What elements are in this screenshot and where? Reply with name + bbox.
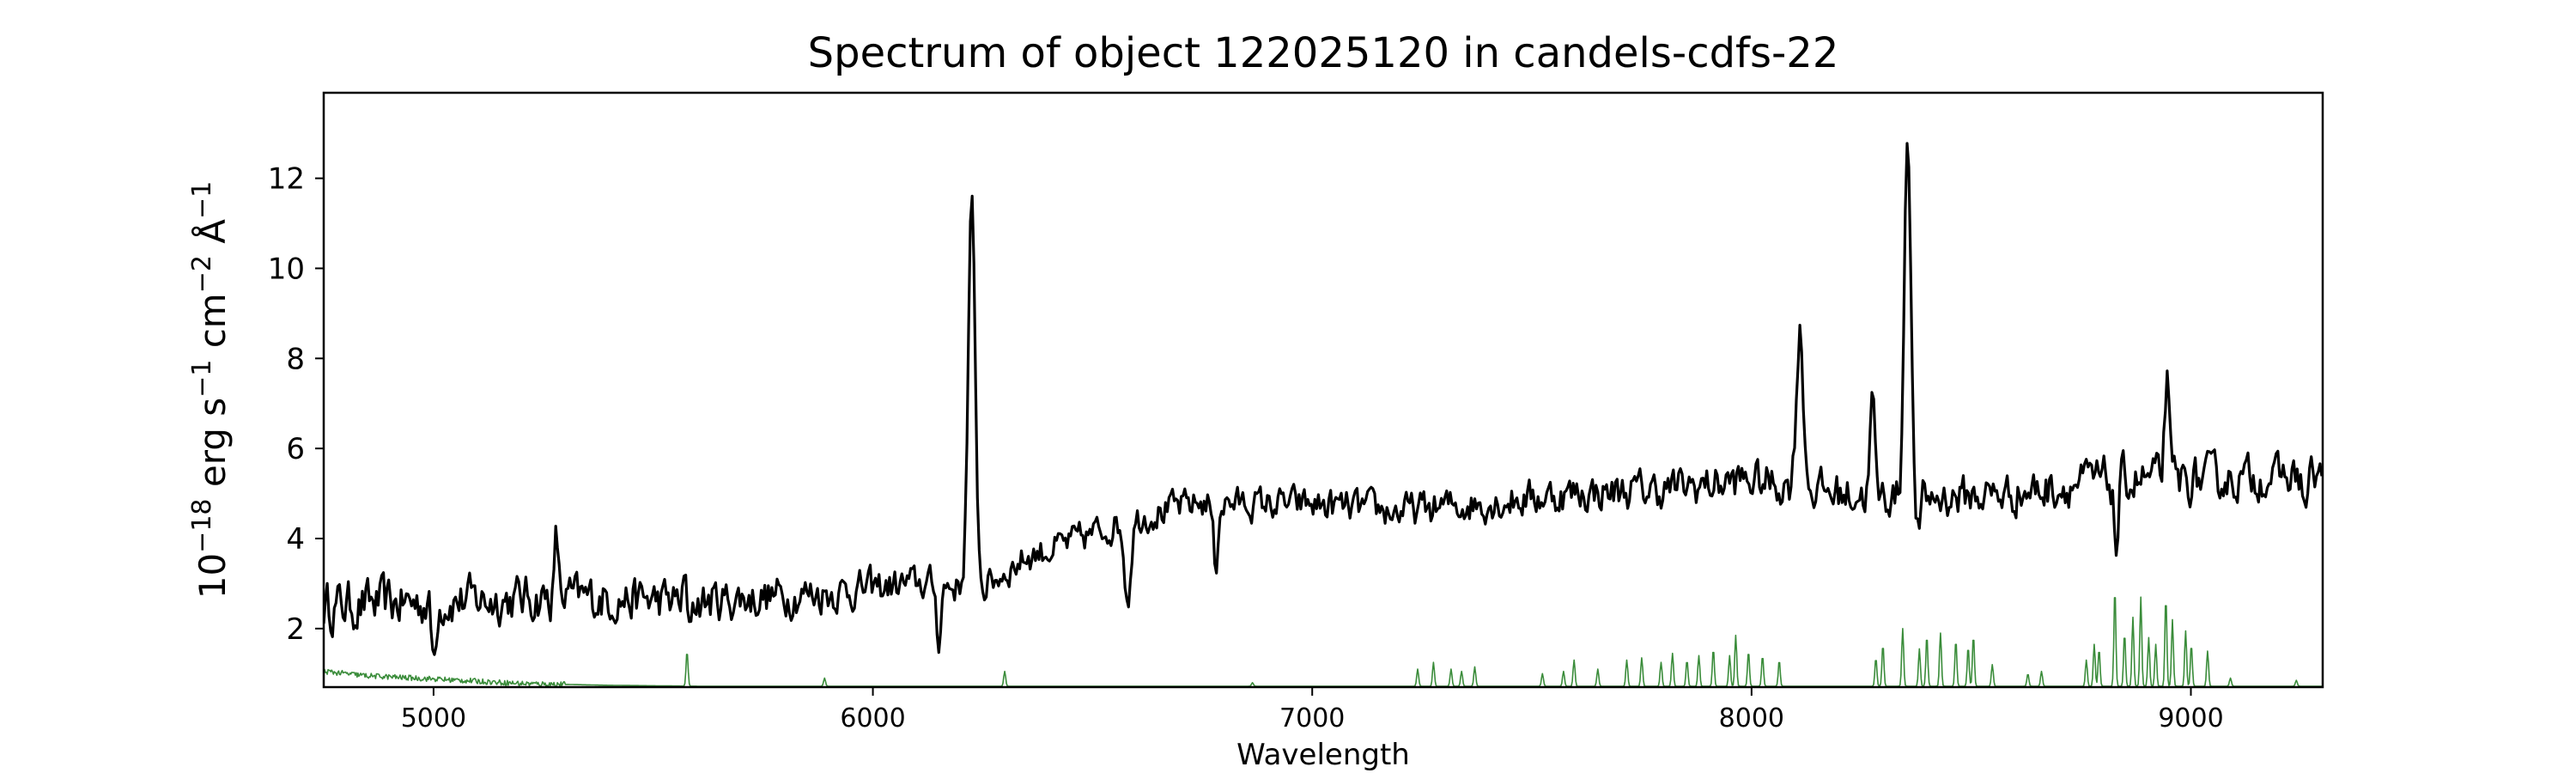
y-axis-label-units-3-exp: −1 — [187, 181, 217, 219]
y-tick-label-4: 4 — [286, 522, 305, 557]
flux-line — [324, 142, 2323, 656]
x-tick-label-6000: 6000 — [840, 703, 905, 733]
x-tick-label-9000: 9000 — [2158, 703, 2223, 733]
flux-spectrum-series — [324, 142, 2323, 656]
x-axis-label: Wavelength — [1236, 738, 1410, 772]
y-axis-label-units-2: cm — [191, 293, 234, 359]
x-axis: 5000 6000 7000 8000 9000 — [401, 687, 2224, 733]
y-tick-label-10: 10 — [268, 252, 305, 286]
y-axis: 2 4 6 8 10 12 — [268, 162, 324, 647]
y-axis-label-units-3: Å — [191, 219, 234, 255]
x-tick-label-5000: 5000 — [401, 703, 466, 733]
y-axis-label-exponent: −18 — [187, 499, 217, 553]
y-axis-label-units-2-exp: −2 — [187, 255, 217, 293]
plot-frame — [322, 91, 2324, 689]
y-tick-label-6: 6 — [286, 432, 305, 466]
y-axis-label: 10−18 erg s−1 cm−2 Å−1 — [187, 181, 234, 600]
y-tick-label-8: 8 — [286, 342, 305, 376]
y-axis-label-units-1: erg s — [191, 398, 234, 499]
y-axis-label-units-1-exp: −1 — [187, 360, 217, 398]
x-tick-label-7000: 7000 — [1279, 703, 1345, 733]
y-tick-label-2: 2 — [286, 612, 305, 647]
y-tick-label-12: 12 — [268, 162, 305, 197]
chart-title: Spectrum of object 122025120 in candels-… — [808, 29, 1839, 77]
y-axis-label-base: 10 — [191, 553, 234, 599]
x-tick-label-8000: 8000 — [1719, 703, 1784, 733]
